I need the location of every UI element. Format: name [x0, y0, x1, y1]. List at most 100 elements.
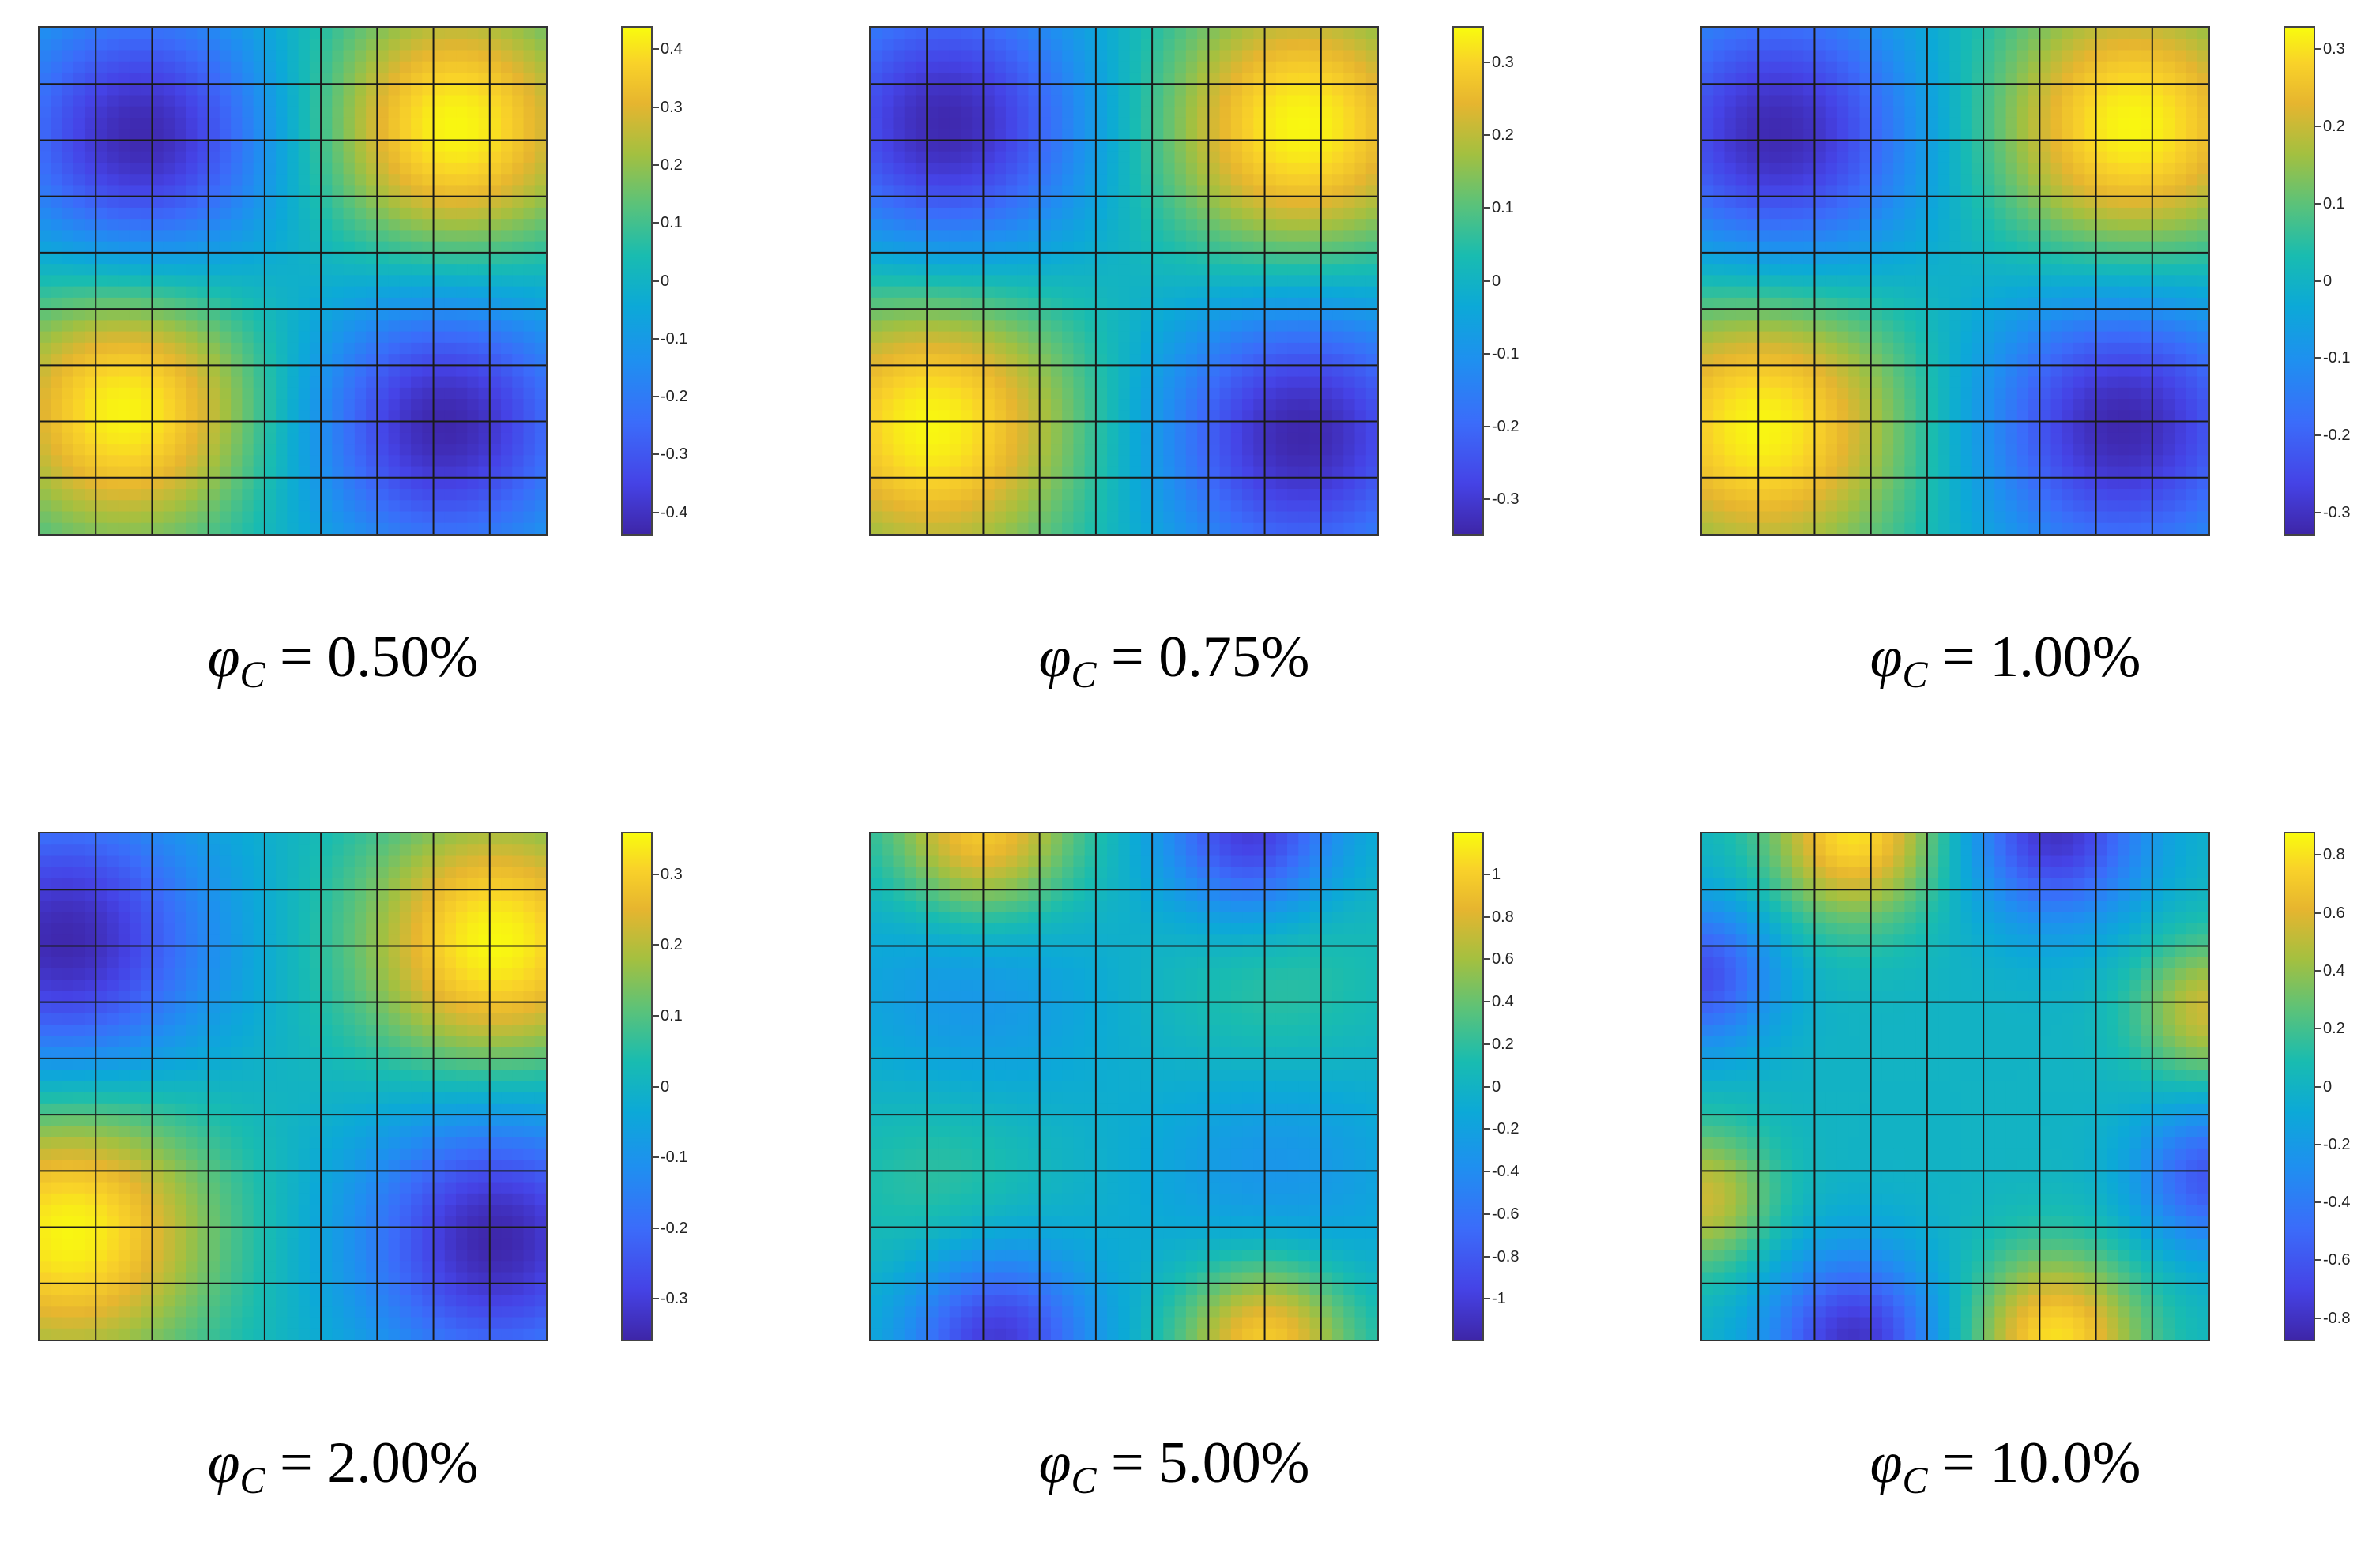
heatmap-cell — [130, 28, 141, 39]
heatmap-cell — [1961, 197, 1973, 209]
heatmap-cell — [197, 512, 209, 524]
heatmap-cell — [1276, 410, 1288, 422]
heatmap-cell — [377, 388, 389, 400]
heatmap-cell — [1040, 309, 1052, 321]
heatmap-cell — [152, 455, 164, 467]
heatmap-cell — [1366, 478, 1377, 490]
heatmap-cell — [119, 185, 130, 197]
heatmap-cell — [882, 287, 894, 299]
heatmap-cell — [1130, 343, 1142, 355]
heatmap-cell — [434, 185, 446, 197]
heatmap-cell — [524, 444, 536, 456]
heatmap-cell — [1253, 512, 1265, 524]
heatmap-cell — [152, 253, 164, 265]
heatmap-cell — [1186, 163, 1198, 175]
heatmap-cell — [164, 62, 175, 73]
heatmap-cell — [164, 84, 175, 96]
heatmap-cell — [1814, 219, 1826, 231]
heatmap-cell — [916, 275, 928, 287]
heatmap-cell — [2028, 118, 2040, 130]
heatmap-cell — [1893, 73, 1905, 85]
heatmap-cell — [220, 50, 232, 62]
heatmap-cell — [1220, 264, 1232, 276]
heatmap-cell — [1006, 28, 1018, 39]
heatmap-cell — [871, 399, 883, 411]
heatmap-cell — [254, 388, 265, 400]
heatmap-cell — [366, 62, 378, 73]
heatmap-cell — [1141, 287, 1153, 299]
heatmap-cell — [927, 95, 939, 107]
tick-label: 0 — [1492, 269, 1501, 293]
heatmap-cell — [1332, 84, 1344, 96]
heatmap-cell — [1893, 95, 1905, 107]
heatmap-cell — [1994, 140, 2006, 152]
heatmap-cell — [141, 118, 153, 130]
heatmap-cell — [1366, 140, 1377, 152]
heatmap-cell — [1118, 287, 1130, 299]
heatmap-cell — [310, 399, 322, 411]
heatmap-cell — [1152, 320, 1164, 332]
heatmap-cell — [197, 444, 209, 456]
heatmap-cell — [893, 433, 905, 445]
heatmap-cell — [1186, 253, 1198, 265]
heatmap-cell — [62, 332, 73, 344]
heatmap-cell — [467, 242, 479, 254]
heatmap-cell — [479, 298, 491, 310]
heatmap-cell — [73, 185, 85, 197]
heatmap-cell — [1961, 230, 1973, 242]
heatmap-cell — [1769, 28, 1781, 39]
heatmap-cell — [254, 197, 265, 209]
heatmap-cell — [972, 365, 984, 377]
heatmap-cell — [1051, 287, 1063, 299]
heatmap-cell — [456, 455, 468, 467]
heatmap-cell — [1175, 208, 1187, 220]
heatmap-cell — [186, 433, 198, 445]
heatmap-cell — [220, 298, 232, 310]
heatmap-cell — [1983, 140, 1995, 152]
heatmap-cell — [2152, 185, 2164, 197]
heatmap-cell — [276, 73, 288, 85]
heatmap-cell — [983, 343, 995, 355]
heatmap-cell — [1758, 230, 1770, 242]
heatmap-cell — [961, 500, 973, 512]
tick-mark — [1484, 426, 1490, 427]
heatmap-cell — [1972, 95, 1984, 107]
heatmap-cell — [871, 208, 883, 220]
heatmap-cell — [400, 433, 412, 445]
heatmap-cell — [321, 275, 333, 287]
heatmap-cell — [1208, 410, 1220, 422]
heatmap-cell — [366, 309, 378, 321]
heatmap-cell — [310, 320, 322, 332]
heatmap-cell — [107, 275, 119, 287]
heatmap-cell — [242, 95, 254, 107]
heatmap-cell — [1758, 129, 1770, 141]
heatmap-cell — [2175, 185, 2186, 197]
heatmap-cell — [1983, 185, 1995, 197]
heatmap-cell — [377, 343, 389, 355]
heatmap-cell — [197, 219, 209, 231]
tick-label: 0.2 — [1492, 123, 1514, 147]
heatmap-cell — [1107, 230, 1119, 242]
heatmap-cell — [51, 365, 62, 377]
heatmap-cell — [186, 152, 198, 164]
heatmap-cell — [164, 129, 175, 141]
heatmap-cell — [490, 388, 502, 400]
heatmap-cell — [321, 298, 333, 310]
heatmap-cell — [1366, 253, 1377, 265]
heatmap-cell — [299, 343, 311, 355]
heatmap-cell — [456, 287, 468, 299]
heatmap-cell — [130, 298, 141, 310]
heatmap-cell — [1366, 467, 1377, 479]
heatmap-cell — [242, 163, 254, 175]
heatmap-cell — [1938, 73, 1950, 85]
heatmap-cell — [164, 152, 175, 164]
heatmap-cell — [983, 264, 995, 276]
heatmap-cell — [1073, 467, 1085, 479]
heatmap-cell — [2118, 163, 2130, 175]
heatmap-cell — [1837, 219, 1849, 231]
heatmap-cell — [961, 523, 973, 534]
heatmap-cell — [366, 500, 378, 512]
heatmap-cell — [1130, 489, 1142, 501]
heatmap-cell — [1736, 95, 1748, 107]
heatmap-cell — [152, 62, 164, 73]
